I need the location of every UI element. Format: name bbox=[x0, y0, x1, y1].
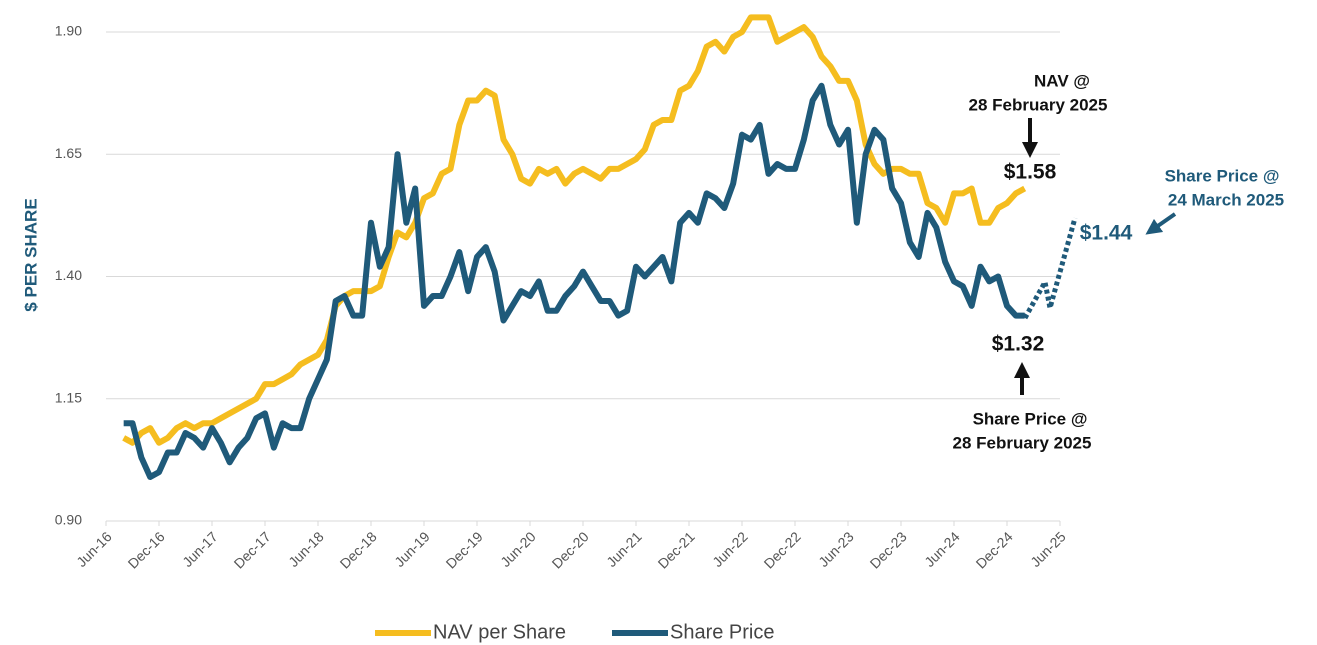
x-tick-label: Dec-17 bbox=[231, 528, 274, 571]
legend: NAV per Share Share Price bbox=[375, 621, 775, 643]
plot bbox=[122, 14, 1027, 480]
x-tick-label: Jun-25 bbox=[1027, 528, 1069, 570]
x-tick-label: Dec-23 bbox=[867, 528, 910, 571]
annotation: $1.44 bbox=[1080, 222, 1133, 245]
annotation: 24 March 2025 bbox=[1168, 190, 1284, 209]
y-tick-label: 1.15 bbox=[55, 389, 82, 405]
projection-line bbox=[1022, 217, 1078, 320]
y-tick-label: 1.90 bbox=[55, 23, 82, 39]
annotation: Share Price @ bbox=[973, 409, 1088, 428]
x-tick-label: Jun-23 bbox=[815, 528, 857, 570]
x-tick-label: Dec-22 bbox=[761, 528, 804, 571]
x-tick-label: Dec-16 bbox=[125, 528, 168, 571]
x-tick-label: Jun-22 bbox=[709, 528, 751, 570]
x-tick-label: Dec-24 bbox=[973, 528, 1016, 571]
arrow bbox=[1145, 212, 1177, 235]
legend-label: Share Price bbox=[670, 621, 775, 643]
series-line bbox=[123, 82, 1025, 480]
x-tick-label: Jun-16 bbox=[73, 528, 115, 570]
annotation: Share Price @ bbox=[1165, 166, 1280, 185]
y-tick-label: 1.65 bbox=[55, 145, 82, 161]
x-tick-label: Jun-20 bbox=[497, 528, 539, 570]
y-tick-label: 0.90 bbox=[55, 512, 82, 528]
y-axis-label: $ PER SHARE bbox=[21, 198, 40, 311]
x-tick-label: Jun-21 bbox=[603, 528, 645, 570]
x-tick-label: Dec-19 bbox=[443, 528, 486, 571]
annotation: 28 February 2025 bbox=[969, 95, 1108, 114]
x-tick-label: Jun-18 bbox=[285, 528, 327, 570]
x-tick-label: Jun-19 bbox=[391, 528, 433, 570]
x-tick-label: Dec-18 bbox=[337, 528, 380, 571]
y-tick-label: 1.40 bbox=[55, 267, 82, 283]
annotation: $1.58 bbox=[1004, 161, 1057, 184]
x-tick-label: Dec-20 bbox=[549, 528, 592, 571]
x-tick-label: Jun-17 bbox=[179, 528, 221, 570]
annotation: 28 February 2025 bbox=[953, 433, 1092, 452]
series-line bbox=[122, 14, 1027, 446]
legend-label: NAV per Share bbox=[433, 621, 566, 643]
annotation: NAV @ bbox=[1034, 71, 1090, 90]
x-tick-label: Dec-21 bbox=[655, 528, 698, 571]
annotation: $1.32 bbox=[992, 333, 1045, 356]
x-tick-label: Jun-24 bbox=[921, 528, 963, 570]
